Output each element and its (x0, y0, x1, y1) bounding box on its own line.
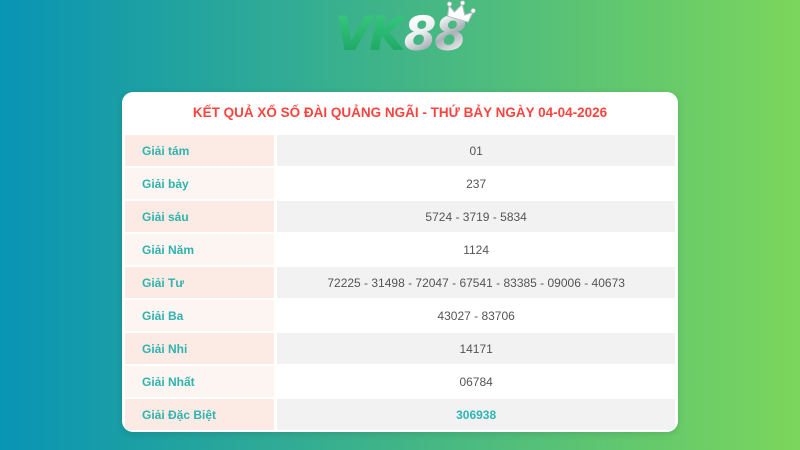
results-table: Giải tám 01 Giải bảy 237 Giải sáu 5724 -… (122, 133, 678, 432)
prize-label: Giải Năm (125, 234, 275, 265)
prize-value: 5724 - 3719 - 5834 (277, 201, 675, 232)
prize-label: Giải sáu (125, 201, 275, 232)
prize-value: 43027 - 83706 (277, 300, 675, 331)
vk88-logo[interactable]: VK88 (334, 0, 476, 64)
prize-value: 237 (277, 168, 675, 199)
prize-value-special: 306938 (277, 399, 675, 430)
table-row: Giải Tư 72225 - 31498 - 72047 - 67541 - … (125, 267, 675, 298)
table-row: Giải Nhi 14171 (125, 333, 675, 364)
prize-label: Giải Nhất (125, 366, 275, 397)
results-title: KẾT QUẢ XỔ SỐ ĐÀI QUẢNG NGÃI - THỨ BẢY N… (192, 105, 608, 120)
table-row: Giải sáu 5724 - 3719 - 5834 (125, 201, 675, 232)
table-row: Giải Năm 1124 (125, 234, 675, 265)
prize-value: 14171 (277, 333, 675, 364)
prize-label: Giải Tư (125, 267, 275, 298)
prize-label: Giải bảy (125, 168, 275, 199)
table-row-special-prize: Giải Đặc Biệt 306938 (125, 399, 675, 430)
header-logo-bar: VK88 (0, 0, 800, 68)
lottery-results-card: KẾT QUẢ XỔ SỐ ĐÀI QUẢNG NGÃI - THỨ BẢY N… (122, 92, 678, 432)
table-row: Giải Ba 43027 - 83706 (125, 300, 675, 331)
table-row: Giải tám 01 (125, 135, 675, 166)
prize-label: Giải Nhi (125, 333, 275, 364)
table-row: Giải Nhất 06784 (125, 366, 675, 397)
crown-icon (447, 0, 476, 23)
prize-label: Giải tám (125, 135, 275, 166)
logo-text-vk: VK (334, 7, 406, 62)
prize-value: 72225 - 31498 - 72047 - 67541 - 83385 - … (277, 267, 675, 298)
prize-value: 06784 (277, 366, 675, 397)
prize-label: Giải Đặc Biệt (125, 399, 275, 430)
table-row: Giải bảy 237 (125, 168, 675, 199)
prize-label: Giải Ba (125, 300, 275, 331)
prize-value: 1124 (277, 234, 675, 265)
prize-value: 01 (277, 135, 675, 166)
